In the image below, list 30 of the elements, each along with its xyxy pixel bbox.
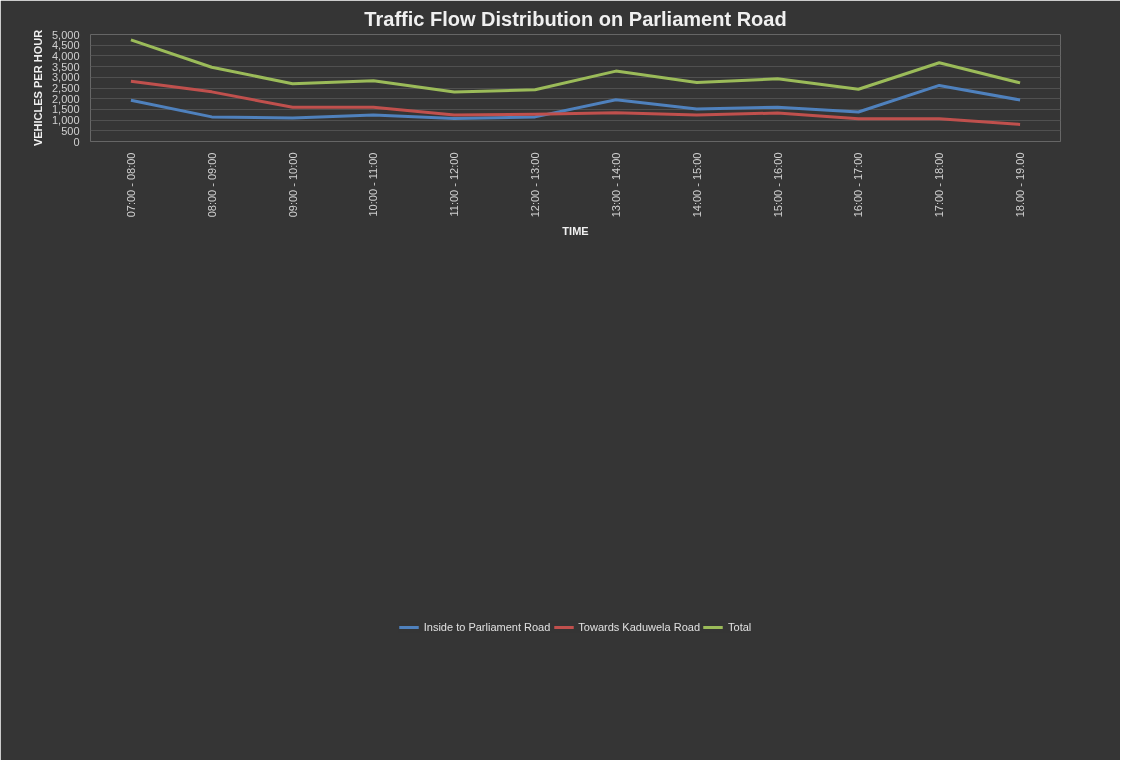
y-axis-title: VEHICLES PER HOUR	[31, 29, 44, 147]
y-tick-label: 4,500	[51, 39, 80, 52]
x-tick-label: 14:00 - 15:00	[690, 152, 703, 218]
y-tick-label: 2,500	[51, 82, 80, 94]
legend-label: Total	[728, 621, 752, 633]
x-tick-label: 15:00 - 16:00	[771, 152, 784, 218]
x-axis-title: TIME	[562, 225, 589, 238]
legend-label: Inside to Parliament Road	[423, 621, 551, 633]
y-tick-label: 5,000	[51, 28, 80, 41]
x-tick-label: 07:00 - 08:00	[124, 152, 137, 218]
x-tick-label: 13:00 - 14:00	[609, 152, 622, 218]
y-tick-label: 3,500	[51, 60, 80, 73]
y-tick-label: 3,000	[51, 71, 80, 84]
legend-label: Towards Kaduwela Road	[578, 621, 701, 633]
x-tick-label: 09:00 - 10:00	[286, 152, 299, 218]
x-tick-label: 12:00 - 13:00	[529, 152, 542, 218]
x-tick-label: 11:00 - 12:00	[448, 152, 461, 217]
x-tick-label: 10:00 - 11:00	[367, 152, 380, 217]
chart-title: Traffic Flow Distribution on Parliament Road	[364, 7, 787, 30]
y-tick-label: 1,500	[51, 103, 80, 116]
line-series	[129, 38, 1022, 94]
x-tick-label: 18.00 - 19.00	[1014, 152, 1027, 218]
y-tick-label: 0	[73, 135, 80, 148]
y-tick-label: 4,000	[51, 49, 80, 62]
x-tick-label: 16:00 - 17:00	[852, 152, 865, 218]
x-tick-label: 08:00 - 09:00	[205, 152, 218, 218]
y-tick-label: 500	[61, 124, 80, 137]
y-tick-label: 1,000	[51, 114, 80, 127]
x-tick-label: 17:00 - 18:00	[933, 152, 946, 218]
y-tick-label: 2,000	[51, 92, 80, 105]
